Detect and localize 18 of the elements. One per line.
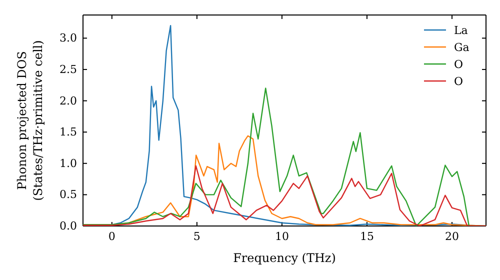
legend-label: La: [454, 24, 468, 37]
x-tick-label: 5: [193, 230, 200, 243]
y-tick-label: 3.0: [60, 32, 77, 45]
y-tick-label: 2.0: [60, 94, 77, 108]
y-tick-label: 1.5: [60, 126, 77, 139]
legend-label: Ga: [454, 41, 470, 54]
x-tick-label: 15: [360, 230, 374, 243]
x-axis-title: Frequency (THz): [233, 251, 336, 265]
legend-label: O: [454, 75, 464, 88]
y-tick-label: 1.0: [60, 156, 77, 170]
x-tick-label: 10: [274, 230, 289, 243]
y-axis-title: Phonon projected DOS (States/THz·primitive cell): [15, 40, 45, 201]
y-tick-label: 2.5: [60, 62, 77, 76]
x-tick-label: 0: [108, 230, 116, 243]
y-tick-label: 0.5: [60, 188, 77, 202]
legend-label: O: [454, 58, 464, 71]
x-tick-label: 20: [444, 230, 459, 243]
y-tick-label: 0.0: [60, 220, 77, 233]
